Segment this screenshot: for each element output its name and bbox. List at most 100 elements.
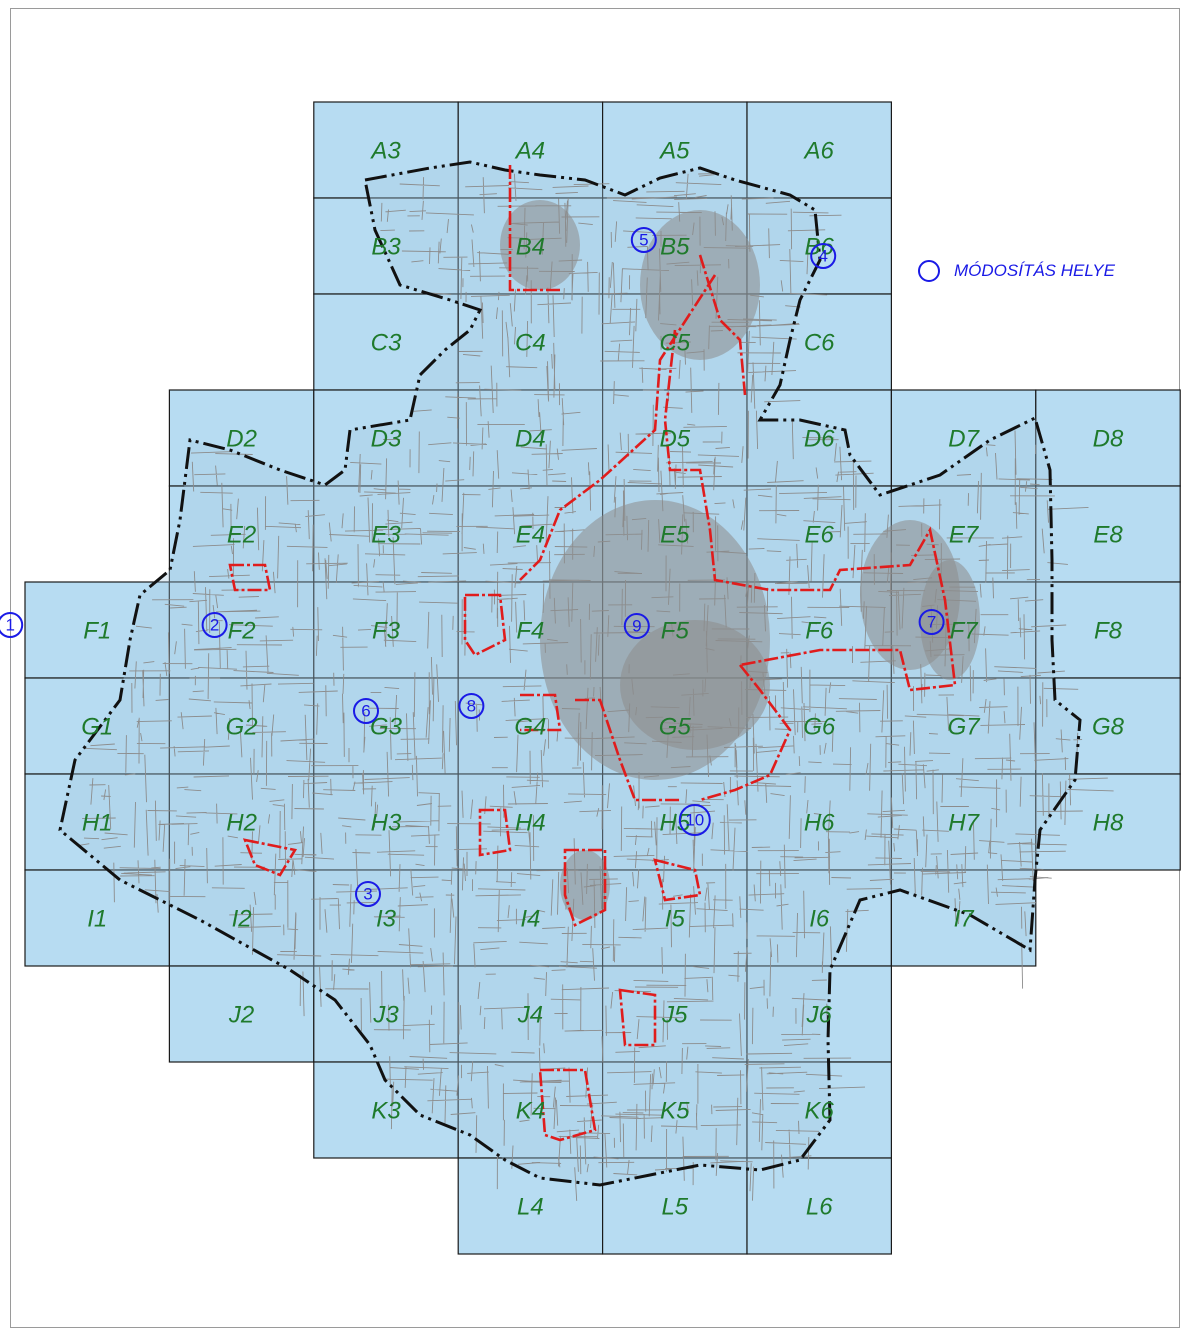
marker-number: 7 — [927, 613, 936, 632]
sheet-label-d7: D7 — [948, 425, 980, 452]
map-sheet-a6 — [746, 101, 892, 199]
modification-outline — [699, 664, 792, 802]
modification-marker-4: 4 — [810, 243, 837, 269]
marker-circle-icon — [678, 804, 711, 836]
modification-outline — [228, 563, 272, 592]
map-sheet-f1 — [24, 581, 170, 679]
sheet-label-g5: G5 — [659, 713, 692, 740]
sheet-label-d5: D5 — [659, 425, 690, 452]
sheet-label-h2: H2 — [226, 809, 257, 836]
sheet-label-i7: I7 — [954, 905, 976, 932]
sheet-label-k3: K3 — [371, 1097, 401, 1124]
marker-circle-icon — [918, 609, 945, 635]
legend: MÓDOSÍTÁS HELYE — [918, 260, 1115, 282]
modification-outline — [463, 593, 507, 657]
sheet-label-f1: F1 — [83, 617, 111, 644]
sheet-label-g2: G2 — [226, 713, 258, 740]
sheet-label-c5: C5 — [659, 329, 690, 356]
sheet-label-g3: G3 — [370, 713, 403, 740]
modification-markers: 1 2 3 4 5 6 7 8 9 10 — [0, 227, 945, 907]
sheet-label-f3: F3 — [372, 617, 401, 644]
sheet-label-k6: K6 — [805, 1097, 835, 1124]
sheet-label-f8: F8 — [1094, 617, 1123, 644]
modification-marker-3: 3 — [355, 881, 381, 907]
sheet-label-d3: D3 — [371, 425, 402, 452]
built-up-area — [500, 200, 580, 290]
modification-marker-7: 7 — [918, 609, 945, 635]
sheet-label-a4: A4 — [514, 137, 545, 164]
sheet-label-h8: H8 — [1093, 809, 1124, 836]
built-up-area — [640, 210, 760, 360]
circle-marker-icon — [918, 260, 940, 282]
sheet-label-i2: I2 — [232, 905, 252, 932]
modification-outline — [618, 988, 657, 1047]
map-sheet-h8 — [1035, 773, 1181, 871]
sheet-label-f6: F6 — [805, 617, 834, 644]
sheet-label-e7: E7 — [949, 521, 980, 548]
marker-circle-icon — [458, 693, 485, 719]
map-sheet-a3 — [313, 101, 459, 199]
marker-circle-icon — [201, 612, 228, 638]
map-sheet-c3 — [313, 293, 459, 391]
sheet-label-g7: G7 — [948, 713, 982, 740]
modification-outline — [478, 808, 512, 857]
sheet-label-b4: B4 — [516, 233, 545, 260]
sheet-label-c3: C3 — [371, 329, 402, 356]
sheet-label-f2: F2 — [228, 617, 256, 644]
map-sheet-l6 — [746, 1157, 892, 1255]
sheet-label-d6: D6 — [804, 425, 835, 452]
marker-number: 4 — [818, 247, 827, 266]
modification-outline — [575, 698, 680, 802]
map-sheet-g6 — [746, 677, 892, 775]
sheet-label-g6: G6 — [803, 713, 836, 740]
sheet-label-g4: G4 — [514, 713, 546, 740]
marker-number: 2 — [210, 616, 219, 635]
sheet-label-b3: B3 — [371, 233, 401, 260]
map-sheet-j2 — [168, 965, 315, 1063]
sheet-label-e8: E8 — [1093, 521, 1123, 548]
built-up-area — [920, 560, 980, 680]
built-up-area — [560, 850, 610, 920]
sheet-label-d2: D2 — [226, 425, 257, 452]
modification-marker-8: 8 — [458, 693, 485, 719]
sheet-label-i5: I5 — [665, 905, 686, 932]
modification-outline — [508, 165, 560, 292]
sheet-label-e5: E5 — [660, 521, 690, 548]
sheet-label-l6: L6 — [806, 1193, 833, 1220]
map-sheet-l4 — [457, 1157, 604, 1255]
sheet-label-a3: A3 — [369, 137, 401, 164]
map-sheet-d2 — [168, 389, 315, 487]
sheet-label-e6: E6 — [805, 521, 835, 548]
map-sheet-h6 — [746, 773, 892, 871]
modification-outline — [519, 274, 717, 581]
sheet-label-c4: C4 — [515, 329, 546, 356]
sheet-label-j2: J2 — [228, 1001, 254, 1028]
sheet-label-j5: J5 — [661, 1001, 688, 1028]
modification-marker-2: 2 — [201, 612, 228, 638]
marker-number: 9 — [632, 617, 641, 636]
sheet-label-a6: A6 — [803, 137, 835, 164]
map-sheet-j5 — [601, 965, 748, 1063]
sheet-label-f5: F5 — [661, 617, 690, 644]
built-up-area — [620, 620, 770, 750]
sheet-label-i1: I1 — [87, 905, 107, 932]
map-sheet-k4 — [457, 1061, 604, 1159]
modification-outline — [242, 838, 298, 877]
marker-circle-icon — [0, 612, 24, 638]
parcel-detail — [58, 160, 1114, 1201]
sheet-label-i3: I3 — [376, 905, 397, 932]
modification-outline — [663, 329, 957, 692]
sheet-label-g8: G8 — [1092, 713, 1125, 740]
modification-outline — [698, 254, 747, 396]
sheet-label-l4: L4 — [517, 1193, 544, 1220]
sheet-label-j3: J3 — [372, 1001, 399, 1028]
administrative-boundary — [58, 160, 1082, 1187]
sheet-label-i6: I6 — [809, 905, 830, 932]
marker-circle-icon — [353, 698, 379, 724]
marker-circle-icon — [623, 613, 650, 639]
marker-number: 6 — [361, 702, 370, 721]
sheet-label-g1: G1 — [81, 713, 113, 740]
map-sheet-f2 — [168, 581, 315, 679]
sheet-label-i4: I4 — [520, 905, 540, 932]
